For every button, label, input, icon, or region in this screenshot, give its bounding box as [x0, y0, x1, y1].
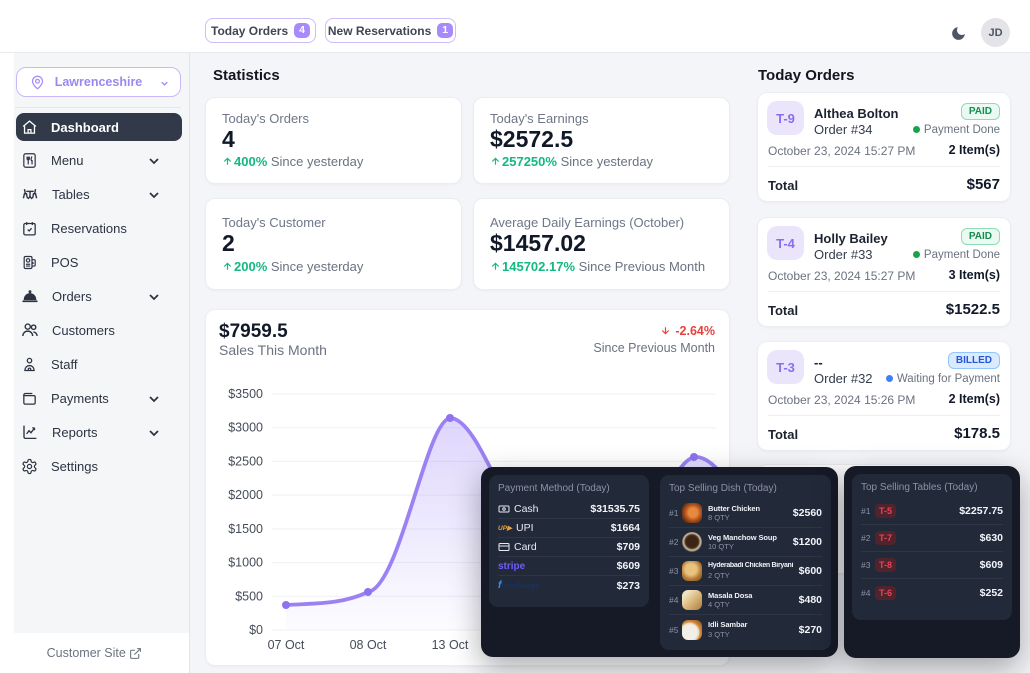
svg-text:$1000: $1000 — [228, 556, 263, 570]
svg-text:$2000: $2000 — [228, 488, 263, 502]
svg-text:$3500: $3500 — [228, 387, 263, 401]
svg-text:$3000: $3000 — [228, 421, 263, 435]
svg-text:$1500: $1500 — [228, 522, 263, 536]
svg-text:07 Oct: 07 Oct — [268, 638, 305, 652]
svg-text:13 Oct: 13 Oct — [432, 638, 469, 652]
svg-text:$2500: $2500 — [228, 454, 263, 468]
svg-text:$0: $0 — [249, 623, 263, 637]
svg-text:$500: $500 — [235, 589, 263, 603]
svg-text:08 Oct: 08 Oct — [350, 638, 387, 652]
